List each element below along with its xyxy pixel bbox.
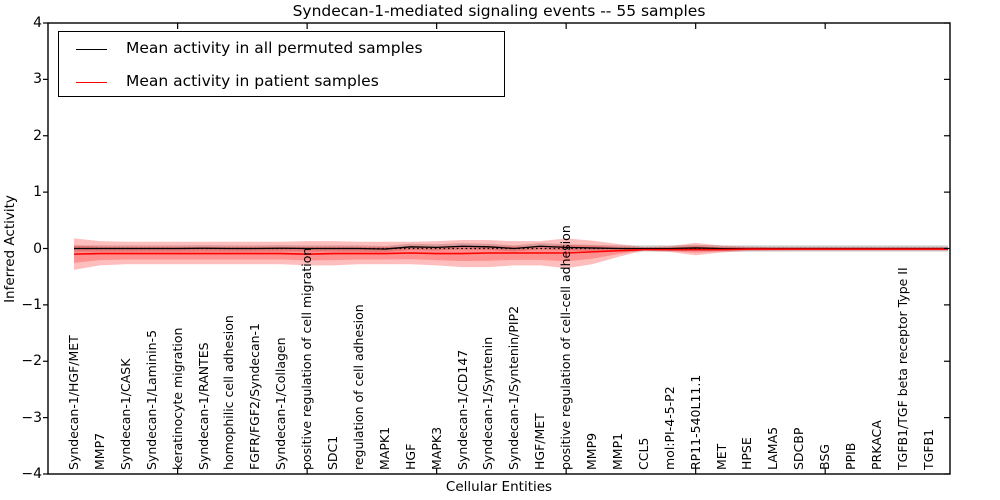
x-tick-label: MAPK3: [428, 426, 444, 470]
patient-line-swatch: [76, 82, 107, 83]
x-tick-label: Syndecan-1/Laminin-5: [143, 329, 159, 470]
legend-item-permuted: Mean activity in all permuted samples: [59, 35, 504, 65]
x-tick-label: Syndecan-1/RANTES: [195, 342, 211, 470]
x-tick-label: MMP9: [584, 432, 600, 470]
x-tick-label: PRKACA: [868, 420, 884, 470]
x-tick-label: mol:PI-4-5-P2: [661, 386, 677, 470]
y-tick-label: 2: [33, 127, 42, 144]
x-tick-label: MMP7: [91, 432, 107, 470]
y-tick-label: −2: [21, 353, 42, 370]
y-tick-label: 1: [33, 184, 42, 201]
x-tick-label: Syndecan-1/Syntenin: [480, 336, 496, 470]
x-tick-label: SDC1: [325, 435, 341, 470]
x-tick-label: TGFB1: [920, 428, 936, 470]
x-tick-label: PPIB: [843, 442, 859, 470]
y-tick-label: −4: [21, 466, 42, 482]
permuted-line-swatch: [76, 49, 107, 50]
legend-item-patient: Mean activity in patient samples: [59, 68, 504, 98]
legend-label-patient: Mean activity in patient samples: [126, 72, 379, 90]
x-tick-label: keratinocyte migration: [169, 327, 185, 470]
x-axis-label: Cellular Entities: [445, 479, 553, 495]
chart-title: Syndecan-1-mediated signaling events -- …: [292, 2, 706, 20]
x-tick-label: Syndecan-1/CD147: [454, 349, 470, 470]
x-tick-label: Syndecan-1/Collagen: [273, 337, 289, 470]
x-tick-label: positive regulation of cell-cell adhesio…: [558, 225, 574, 470]
x-tick-label: MET: [713, 443, 729, 470]
x-tick-label: MAPK1: [376, 426, 392, 470]
x-tick-label: BSG: [817, 444, 833, 470]
y-tick-label: −3: [21, 409, 42, 426]
x-tick-label: Syndecan-1/CASK: [117, 358, 133, 470]
x-tick-label: CCL5: [635, 437, 651, 470]
x-tick-label: MMP1: [609, 432, 625, 470]
x-tick-label: HPSE: [739, 437, 755, 470]
y-tick-label: 3: [33, 71, 42, 88]
x-tick-label: homophilic cell adhesion: [221, 315, 237, 470]
x-tick-label: LAMA5: [765, 426, 781, 470]
x-tick-label: positive regulation of cell migration: [299, 247, 315, 470]
patient-mean-line: [73, 248, 948, 255]
patient-std-band-outer: [74, 238, 948, 270]
legend: Mean activity in all permuted samples Me…: [58, 31, 505, 97]
x-tick-label: HGF: [402, 443, 418, 470]
x-tick-label: SDCBP: [791, 427, 807, 470]
legend-label-permuted: Mean activity in all permuted samples: [126, 39, 423, 57]
x-tick-label: HGF/MET: [532, 413, 548, 470]
x-tick-label: TGFB1/TGF beta receptor Type II: [894, 267, 910, 470]
x-tick-label: FGFR/FGF2/Syndecan-1: [247, 323, 263, 470]
x-tick-label: Syndecan-1/HGF/MET: [66, 335, 81, 470]
y-tick-label: 0: [33, 240, 42, 257]
x-tick-label: RP11-540L11.1: [687, 374, 703, 470]
x-tick-label: Syndecan-1/Syntenin/PIP2: [506, 305, 522, 470]
x-tick-label: regulation of cell adhesion: [350, 304, 366, 470]
y-tick-label: −1: [21, 296, 42, 313]
y-tick-label: 4: [33, 15, 42, 31]
